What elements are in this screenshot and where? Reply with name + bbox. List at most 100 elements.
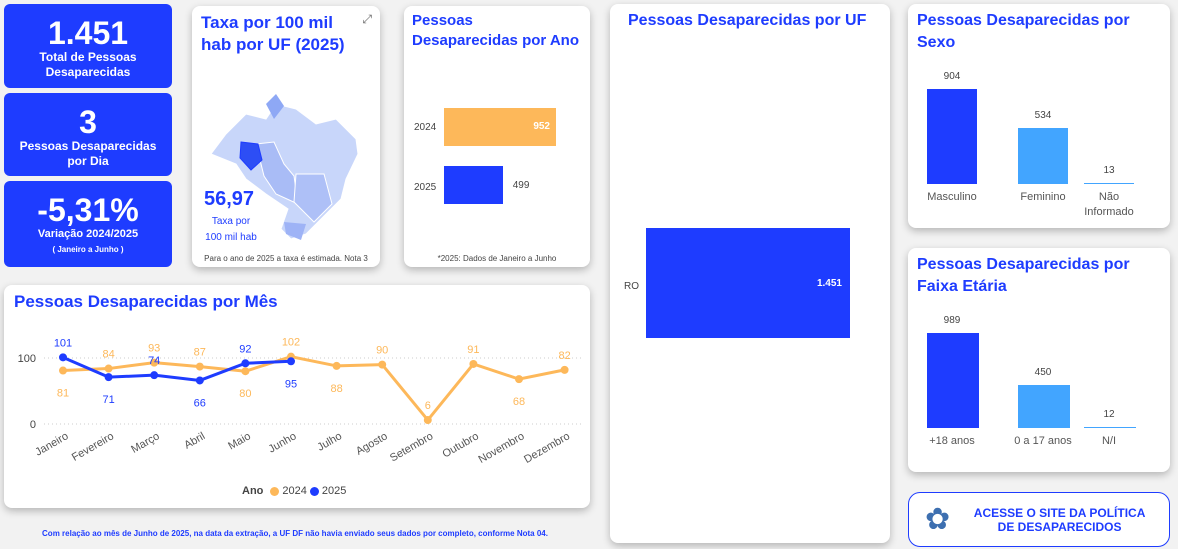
sexo-label: Não Informado: [1084, 191, 1134, 218]
x-tick-label: Setembro: [388, 430, 435, 464]
uf-bar-ro[interactable]: 1.451: [646, 228, 850, 338]
data-point-2024[interactable]: [332, 361, 341, 370]
data-point-2024[interactable]: [150, 358, 159, 367]
kpi-total-label: Total de Pessoas Desaparecidas: [39, 50, 137, 79]
expand-icon[interactable]: ⤢: [362, 12, 372, 26]
data-point-2024[interactable]: [515, 375, 523, 384]
data-point-2025[interactable]: [59, 353, 67, 362]
month-card: Pessoas Desaparecidas por Mês 0 100 Janeir…: [4, 285, 590, 508]
data-point-2024[interactable]: [560, 365, 569, 374]
sexo-bar[interactable]: [1018, 127, 1068, 184]
uf-title: Pessoas Desaparecidas por UF: [628, 12, 867, 29]
kpi-total: 1.451 Total de Pessoas Desaparecidas: [4, 4, 172, 88]
faixa-bar[interactable]: [1018, 384, 1070, 428]
kpi-per-day-label: Pessoas Desaparecidas por Dia: [19, 139, 157, 168]
data-label-2025: 95: [285, 378, 297, 390]
map-uf-ro: [239, 141, 263, 171]
data-label-2024: 90: [376, 345, 388, 357]
x-tick-label: Janeiro: [33, 430, 70, 458]
faixa-title: Pessoas Desaparecidas por Faixa Etária: [917, 256, 1130, 295]
data-label-2024: 80: [239, 388, 251, 400]
x-tick-label: Novembro: [477, 430, 527, 466]
sexo-label: Feminino: [1020, 191, 1066, 203]
map-uf-rs: [284, 222, 306, 240]
data-point-2024[interactable]: [469, 359, 478, 368]
sexo-bar[interactable]: [927, 89, 977, 184]
uf-card: Pessoas Desaparecidas por UF RO 1.451: [610, 4, 890, 543]
data-point-2024[interactable]: [378, 360, 387, 369]
map-rate-value: 56,97: [204, 188, 255, 210]
faixa-bar[interactable]: [1084, 426, 1136, 428]
x-tick-label: Outubro: [440, 430, 480, 460]
data-point-2025[interactable]: [241, 359, 250, 368]
series-line-2024: [62, 355, 565, 423]
map-rate-label-1: Taxa por: [211, 216, 251, 227]
legend-2025[interactable]: 2025: [321, 485, 347, 497]
x-tick-label: Junho: [267, 430, 299, 455]
series-line-2025: [62, 355, 292, 382]
data-label-2024: 82: [558, 350, 570, 362]
kpi-variation-label: Variação 2024/2025: [37, 228, 139, 240]
x-tick-label: Dezembro: [522, 430, 572, 466]
y-tick-label: 100: [18, 353, 36, 365]
x-tick-label: Maio: [226, 430, 253, 452]
x-tick-label: Julho: [315, 430, 344, 454]
faixa-label: 0 a 17 anos: [1014, 435, 1072, 447]
data-label-2025: 74: [148, 355, 160, 367]
year-bar-2024[interactable]: 952: [444, 108, 556, 146]
data-point-2024[interactable]: [241, 367, 250, 376]
data-point-2025[interactable]: [104, 373, 113, 382]
data-point-2025[interactable]: [195, 376, 204, 385]
kpi-variation-value: -5,31%: [37, 192, 139, 228]
year-card: Pessoas Desaparecidas por Ano 2024 952 2…: [404, 6, 590, 267]
month-chart[interactable]: 0 100 Janeiro Fevereiro Março Abril Maio Junho J…: [4, 285, 590, 508]
map-uf-center: [293, 173, 333, 223]
data-label-2024: 93: [148, 343, 160, 355]
data-label-2024: 81: [57, 388, 69, 400]
legend-title: Ano: [242, 485, 264, 497]
data-label-2025: 66: [194, 397, 206, 409]
politica-site-label: ACESSE O SITE DA POLÍTICA DE DESAPARECID…: [973, 505, 1146, 534]
sexo-card: Pessoas Desaparecidas por Sexo 904 Mascul…: [908, 4, 1170, 228]
uf-value-ro: 1.451: [816, 278, 842, 289]
data-point-2025[interactable]: [287, 357, 295, 366]
legend-dot-2025-icon: [309, 486, 319, 496]
data-label-2024: 6: [425, 400, 431, 412]
faixa-card: Pessoas Desaparecidas por Faixa Etária 9…: [908, 248, 1170, 472]
faixa-bar[interactable]: [927, 333, 979, 428]
politica-site-link[interactable]: ✿ ACESSE O SITE DA POLÍTICA DE DESAPAREC…: [908, 492, 1170, 547]
sexo-bar[interactable]: [1084, 182, 1134, 184]
kpi-per-day: 3 Pessoas Desaparecidas por Dia: [4, 93, 172, 176]
map-card: Taxa por 100 mil hab por UF (2025) ⤢ 56,…: [192, 6, 380, 267]
data-point-2024[interactable]: [423, 416, 432, 425]
kpi-variation-sub: ( Janeiro a Junho ): [52, 245, 124, 254]
data-point-2024[interactable]: [195, 362, 204, 371]
faixa-value: 450: [1034, 366, 1052, 378]
data-label-2024: 88: [330, 383, 342, 395]
x-tick-label: Abril: [182, 430, 207, 451]
sexo-value: 13: [1103, 164, 1115, 176]
data-point-2025[interactable]: [150, 371, 159, 380]
flower-logo-icon: ✿: [925, 502, 951, 536]
sexo-title: Pessoas Desaparecidas por Sexo: [917, 12, 1130, 51]
year-label-2025: 2025: [414, 182, 437, 193]
data-label-2024: 91: [467, 344, 479, 356]
sexo-label: Masculino: [927, 191, 977, 203]
sexo-value: 904: [943, 71, 961, 82]
uf-label-ro: RO: [624, 281, 639, 292]
faixa-value: 989: [943, 315, 961, 326]
legend-2024[interactable]: 2024: [282, 485, 307, 497]
data-label-2025: 71: [102, 394, 114, 406]
kpi-per-day-value: 3: [79, 104, 97, 140]
year-value-2024: 952: [533, 121, 550, 132]
faixa-value: 12: [1103, 408, 1115, 420]
x-tick-label: Fevereiro: [70, 430, 116, 464]
data-point-2024[interactable]: [104, 364, 113, 373]
sexo-value: 534: [1034, 109, 1052, 121]
map-title: Taxa por 100 mil hab por UF (2025): [201, 13, 345, 54]
data-point-2024[interactable]: [59, 366, 67, 375]
year-bar-2025[interactable]: [444, 166, 503, 204]
x-tick-label: Agosto: [354, 430, 390, 458]
brazil-map[interactable]: [206, 84, 366, 244]
data-label-2024: 87: [194, 347, 206, 359]
